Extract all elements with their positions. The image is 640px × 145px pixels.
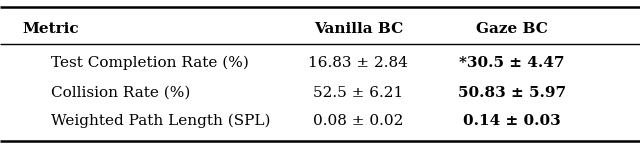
Text: 0.14 ± 0.03: 0.14 ± 0.03 (463, 114, 561, 128)
Text: Metric: Metric (23, 22, 79, 36)
Text: Gaze BC: Gaze BC (476, 22, 548, 36)
Text: 16.83 ± 2.84: 16.83 ± 2.84 (308, 56, 408, 70)
Text: 52.5 ± 6.21: 52.5 ± 6.21 (313, 86, 404, 100)
Text: 50.83 ± 5.97: 50.83 ± 5.97 (458, 86, 566, 100)
Text: 0.08 ± 0.02: 0.08 ± 0.02 (313, 114, 404, 128)
Text: Vanilla BC: Vanilla BC (314, 22, 403, 36)
Text: Weighted Path Length (SPL): Weighted Path Length (SPL) (51, 114, 271, 128)
Text: Test Completion Rate (%): Test Completion Rate (%) (51, 56, 249, 70)
Text: Collision Rate (%): Collision Rate (%) (51, 86, 191, 100)
Text: *30.5 ± 4.47: *30.5 ± 4.47 (460, 56, 564, 70)
